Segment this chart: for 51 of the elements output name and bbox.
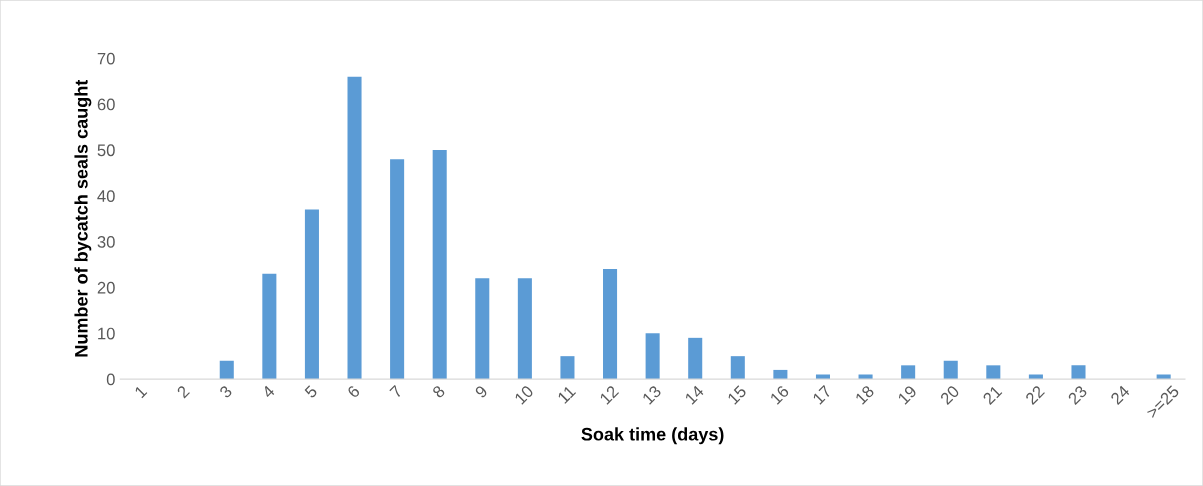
bar [901, 365, 916, 380]
x-tick-label: 1 [134, 384, 148, 399]
x-tick-label: 6 [346, 384, 361, 399]
bar [304, 209, 319, 380]
x-tick-label: 4 [261, 384, 276, 399]
x-tick-label: 9 [474, 384, 489, 399]
bar [603, 269, 618, 380]
x-tick-label: 15 [727, 384, 748, 405]
y-tick-label: 50 [97, 144, 115, 157]
x-tick-label: 5 [304, 384, 318, 399]
y-tick-label: 70 [97, 52, 115, 65]
x-tick-label: 14 [684, 384, 705, 405]
y-tick-label: 40 [97, 190, 115, 202]
y-tick-label: 10 [98, 327, 115, 340]
bar [730, 356, 745, 380]
x-tick-label: 11 [557, 384, 577, 404]
x-tick-label: 18 [854, 384, 875, 405]
bar [943, 360, 958, 380]
y-tick-label: 30 [97, 236, 115, 248]
bar [475, 278, 490, 380]
y-tick-label: 20 [97, 281, 115, 294]
x-tick-label: 23 [1067, 384, 1088, 406]
x-axis-title: Soak time (days) [581, 427, 724, 445]
x-tick-label: 13 [641, 384, 662, 405]
bar [688, 337, 703, 380]
y-tick-label: 60 [97, 98, 115, 111]
x-tick-label: 8 [431, 384, 446, 399]
x-tick-label: 17 [812, 384, 832, 405]
bar [432, 149, 447, 380]
bar [1071, 365, 1086, 380]
bar [219, 360, 234, 380]
bar [390, 159, 405, 380]
x-tick-label: 19 [897, 384, 918, 405]
x-tick-label: 22 [1024, 384, 1045, 405]
bar [262, 273, 277, 380]
bar [645, 333, 660, 380]
y-tick-label: 0 [106, 373, 115, 386]
x-tick-label: 20 [939, 384, 960, 406]
x-tick-label: 12 [599, 384, 620, 405]
bar [347, 76, 362, 380]
x-tick-label: 24 [1109, 384, 1131, 405]
y-axis-title: Number of bycatch seals caught [74, 79, 92, 357]
x-tick-label: 7 [389, 384, 403, 399]
x-tick-label: 3 [218, 384, 233, 399]
x-tick-label: 10 [514, 384, 535, 405]
x-tick-label: 2 [176, 384, 190, 399]
x-tick-label: 21 [982, 384, 1003, 405]
x-tick-label: 16 [769, 384, 790, 405]
bar [986, 365, 1001, 380]
bar [517, 278, 532, 380]
bar [560, 356, 575, 380]
